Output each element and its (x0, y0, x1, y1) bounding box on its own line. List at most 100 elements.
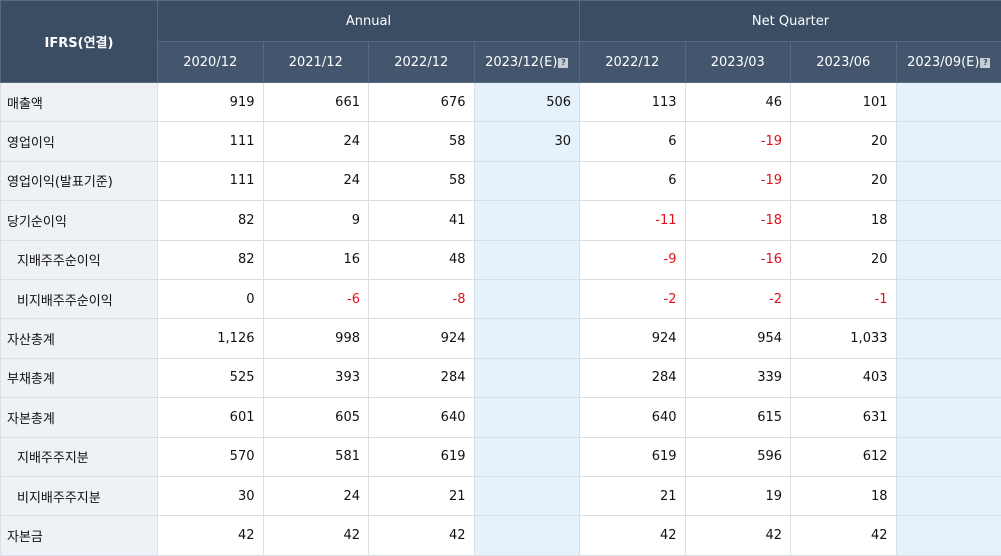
period-header: 2023/09(E)? (896, 42, 1001, 83)
row-label: 영업이익 (1, 122, 158, 161)
row-label: 자본총계 (1, 398, 158, 437)
value-cell: -19 (685, 161, 791, 200)
period-header: 2020/12 (158, 42, 264, 83)
value-cell: 24 (263, 122, 369, 161)
value-cell: 661 (263, 83, 369, 122)
value-cell: 111 (158, 122, 264, 161)
period-label: 2020/12 (183, 55, 237, 70)
value-cell: 24 (263, 161, 369, 200)
value-cell: 619 (580, 437, 686, 476)
row-label: 매출액 (1, 83, 158, 122)
row-label: 지배주주지분 (1, 437, 158, 476)
value-cell: 403 (791, 358, 897, 397)
period-label: 2023/12(E) (485, 55, 557, 70)
value-cell: 21 (580, 476, 686, 515)
value-cell: 46 (685, 83, 791, 122)
period-header: 2023/12(E)? (474, 42, 580, 83)
value-cell (896, 476, 1001, 515)
value-cell: -18 (685, 201, 791, 240)
annual-header: Annual (158, 1, 580, 42)
estimate-help-icon[interactable]: ? (558, 58, 568, 68)
period-label: 2023/06 (816, 55, 870, 70)
estimate-help-icon[interactable]: ? (980, 58, 990, 68)
value-cell: 1,033 (791, 319, 897, 358)
value-cell (474, 201, 580, 240)
value-cell: 615 (685, 398, 791, 437)
value-cell: 601 (158, 398, 264, 437)
value-cell: 612 (791, 437, 897, 476)
value-cell: 924 (580, 319, 686, 358)
corner-header: IFRS(연결) (1, 1, 158, 83)
row-label: 지배주주순이익 (1, 240, 158, 279)
value-cell: 998 (263, 319, 369, 358)
value-cell: 506 (474, 83, 580, 122)
value-cell: 6 (580, 122, 686, 161)
value-cell (474, 398, 580, 437)
value-cell: -1 (791, 279, 897, 318)
value-cell (896, 516, 1001, 555)
value-cell: 30 (474, 122, 580, 161)
period-header: 2023/03 (685, 42, 791, 83)
value-cell: 284 (580, 358, 686, 397)
value-cell: 18 (791, 476, 897, 515)
value-cell: 631 (791, 398, 897, 437)
row-label: 비지배주주순이익 (1, 279, 158, 318)
row-label: 자산총계 (1, 319, 158, 358)
value-cell: 570 (158, 437, 264, 476)
value-cell (474, 476, 580, 515)
value-cell: 640 (369, 398, 475, 437)
value-cell: 640 (580, 398, 686, 437)
value-cell: 924 (369, 319, 475, 358)
net-quarter-header: Net Quarter (580, 1, 1001, 42)
value-cell: 48 (369, 240, 475, 279)
value-cell: 619 (369, 437, 475, 476)
value-cell (896, 161, 1001, 200)
value-cell: 20 (791, 161, 897, 200)
value-cell (896, 122, 1001, 161)
row-label: 당기순이익 (1, 201, 158, 240)
value-cell: 42 (263, 516, 369, 555)
value-cell: 42 (158, 516, 264, 555)
value-cell: 21 (369, 476, 475, 515)
period-header: 2021/12 (263, 42, 369, 83)
value-cell: 19 (685, 476, 791, 515)
period-label: 2021/12 (289, 55, 343, 70)
value-cell: 42 (791, 516, 897, 555)
value-cell: 284 (369, 358, 475, 397)
value-cell (474, 516, 580, 555)
value-cell (474, 358, 580, 397)
value-cell: 42 (369, 516, 475, 555)
value-cell (474, 319, 580, 358)
value-cell: -6 (263, 279, 369, 318)
value-cell: 41 (369, 201, 475, 240)
value-cell (896, 398, 1001, 437)
row-label: 부채총계 (1, 358, 158, 397)
period-label: 2023/03 (711, 55, 765, 70)
value-cell: 919 (158, 83, 264, 122)
value-cell: 18 (791, 201, 897, 240)
value-cell: -9 (580, 240, 686, 279)
header-group-row: IFRS(연결) Annual Net Quarter (1, 1, 1001, 42)
value-cell: 58 (369, 161, 475, 200)
value-cell (896, 240, 1001, 279)
value-cell (474, 240, 580, 279)
period-header: 2022/12 (369, 42, 475, 83)
value-cell: 9 (263, 201, 369, 240)
period-header: 2022/12 (580, 42, 686, 83)
value-cell: 393 (263, 358, 369, 397)
row-label: 영업이익(발표기준) (1, 161, 158, 200)
value-cell: 20 (791, 240, 897, 279)
value-cell: 24 (263, 476, 369, 515)
value-cell: 42 (685, 516, 791, 555)
